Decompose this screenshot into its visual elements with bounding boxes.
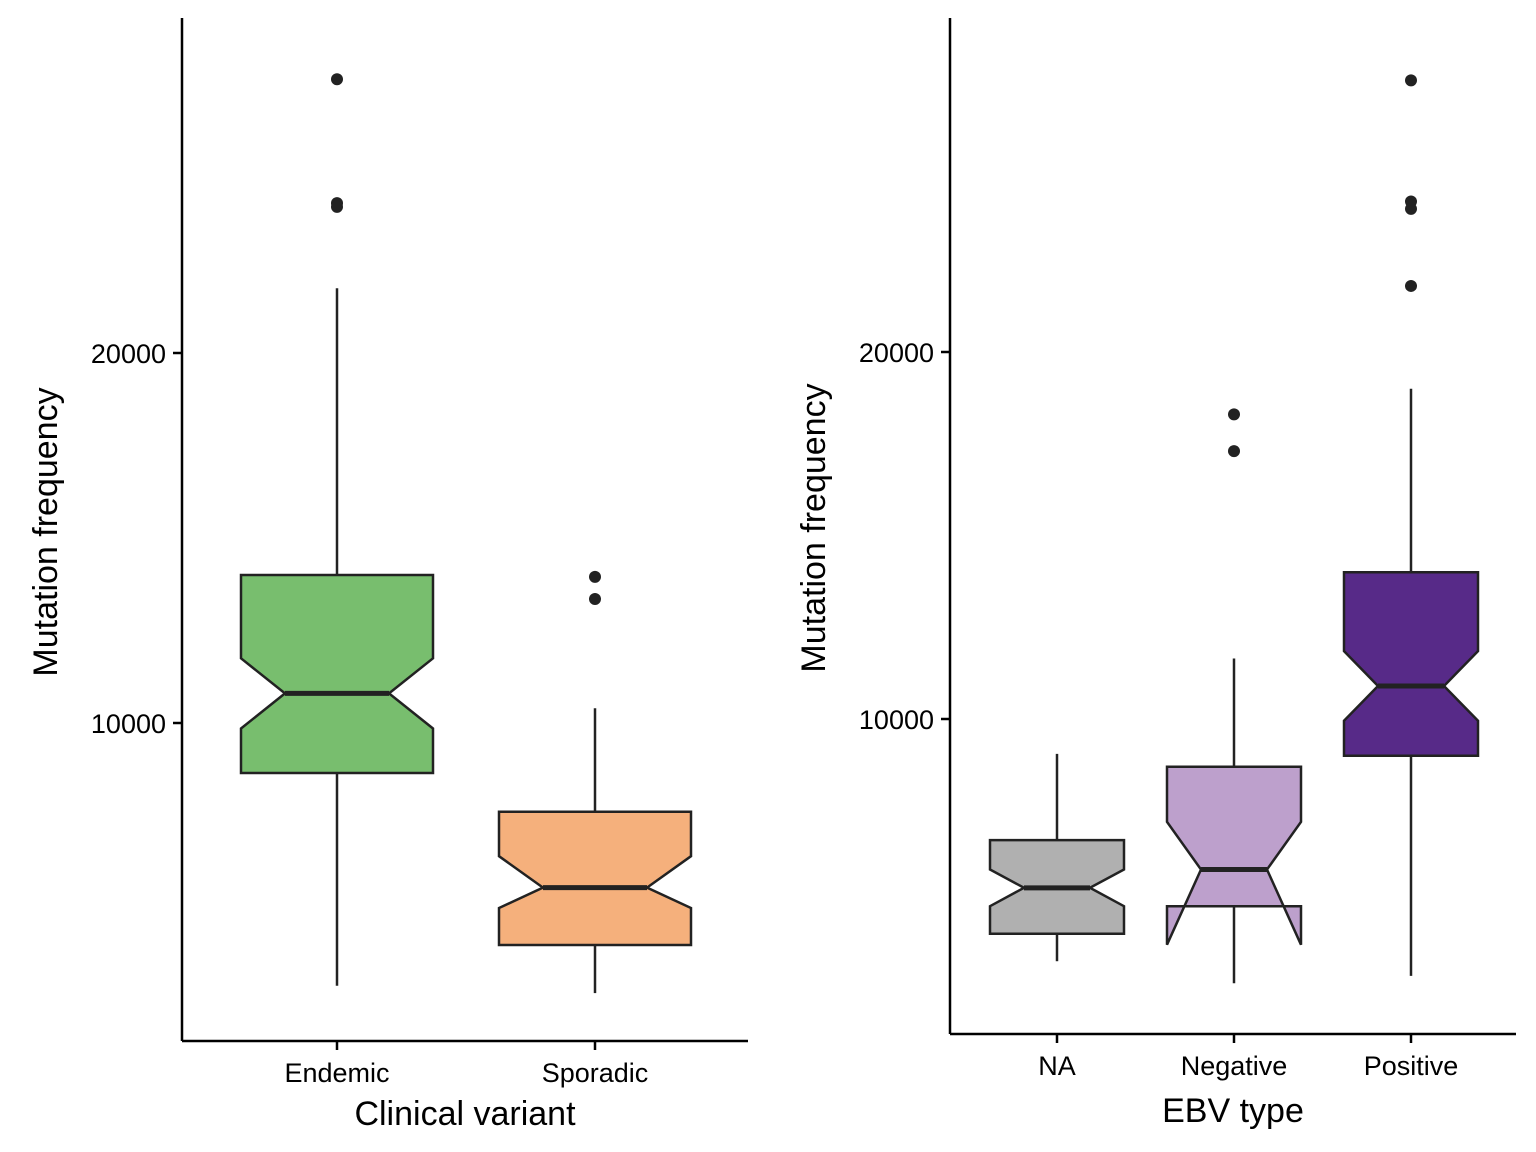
x-tick-label: Negative (1181, 1051, 1288, 1081)
x-tick-label: Endemic (284, 1058, 389, 1088)
box-body (1165, 765, 1303, 946)
box-na (988, 753, 1126, 962)
outlier-point (331, 200, 343, 213)
box-negative (1165, 408, 1303, 984)
outlier-point (589, 570, 601, 583)
outlier-point (1405, 202, 1417, 215)
y-tick-label: 20000 (859, 338, 934, 368)
panel-clinical-variant: Mutation frequency Clinical variant 1000… (27, 18, 748, 1133)
y-tick-label: 10000 (91, 709, 166, 739)
panel-ebv-type: Mutation frequency EBV type 10000 20000 NA… (795, 18, 1516, 1130)
box-endemic (239, 73, 435, 986)
y-tick-label: 20000 (91, 339, 166, 369)
outlier-point (1228, 408, 1240, 421)
box-body (497, 810, 693, 947)
box-body (239, 573, 435, 775)
y-axis-title: Mutation frequency (27, 387, 65, 676)
outlier-point (331, 73, 343, 86)
x-tick-label: Positive (1364, 1051, 1459, 1081)
outlier-point (1405, 279, 1417, 292)
outlier-point (589, 593, 601, 606)
outlier-point (1228, 445, 1240, 458)
x-axis-title: EBV type (1162, 1092, 1304, 1130)
x-tick-label: Sporadic (542, 1058, 649, 1088)
x-tick-label: NA (1038, 1051, 1076, 1081)
box-sporadic (497, 570, 693, 994)
y-tick-label: 10000 (859, 705, 934, 735)
x-axis-title: Clinical variant (354, 1095, 576, 1133)
box-positive (1342, 74, 1480, 976)
outlier-point (1405, 74, 1417, 87)
box-body (1342, 570, 1480, 757)
y-axis-title: Mutation frequency (795, 383, 833, 672)
